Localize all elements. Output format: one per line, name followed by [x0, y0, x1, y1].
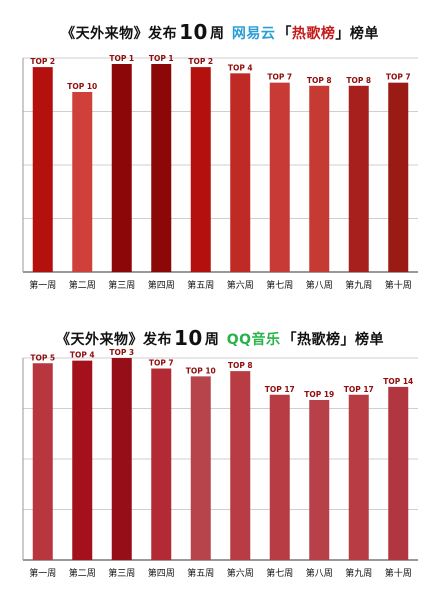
x-tick-label: 第六周	[227, 279, 254, 291]
bar	[190, 67, 211, 272]
title-platform: QQ音乐	[226, 332, 281, 348]
title-unit: 周	[204, 332, 220, 348]
title-number: 10	[179, 20, 208, 44]
bar	[32, 363, 53, 560]
x-tick-label: 第八周	[306, 567, 333, 579]
x-tick-label: 第三周	[108, 279, 135, 291]
title-unit: 周	[209, 26, 225, 42]
x-tick-label: 第五周	[187, 279, 214, 291]
bar	[111, 358, 132, 560]
title-platform: 网易云	[231, 26, 276, 42]
data-label: TOP 1	[109, 54, 134, 63]
x-tick-label: 第七周	[266, 279, 293, 291]
title-suffix: 」榜单	[340, 332, 385, 348]
bar	[151, 64, 172, 272]
bar	[388, 386, 409, 560]
bar	[151, 368, 172, 560]
title-chart-name: 热歌榜	[297, 332, 341, 348]
title-suffix: 」榜单	[335, 26, 379, 42]
x-tick-label: 第七周	[266, 567, 293, 579]
bar-chart-qq: TOP 5 第一周 TOP 4 第二周 TOP 3 第三周 TOP 7 第四周 TOP 10 第五…	[22, 348, 418, 579]
bar	[309, 400, 330, 560]
data-label: TOP 7	[149, 359, 174, 368]
bar	[32, 67, 53, 272]
x-tick-label: 第十周	[385, 567, 412, 579]
bar-chart-netease: TOP 2 第一周 TOP 10 第二周 TOP 1 第三周 TOP 1 第四周 TOP 2 第五…	[22, 54, 418, 291]
chart-panel-qq: 《天外来物》发布 10 周 QQ音乐 「热歌榜」榜单 TOP 5 第一周 TOP 4 第二周…	[0, 306, 440, 606]
data-label: TOP 7	[267, 73, 292, 82]
title-prefix: 《天外来物》发布	[61, 26, 178, 42]
chart-title: 《天外来物》发布 10 周 QQ音乐 「热歌榜」榜单	[0, 326, 440, 350]
x-tick-label: 第四周	[148, 567, 175, 579]
bar	[190, 376, 211, 560]
bar	[388, 82, 409, 273]
data-label: TOP 14	[383, 377, 413, 386]
x-tick-label: 第八周	[306, 279, 333, 291]
data-label: TOP 8	[228, 361, 253, 370]
data-label: TOP 2	[188, 57, 213, 66]
title-bracket-open: 「	[277, 26, 292, 42]
data-label: TOP 1	[149, 54, 174, 63]
x-tick-label: 第九周	[345, 567, 372, 579]
x-tick-label: 第三周	[108, 567, 135, 579]
x-tick-label: 第一周	[29, 279, 56, 291]
data-label: TOP 8	[307, 76, 332, 85]
data-label: TOP 7	[386, 73, 411, 82]
bar	[72, 360, 93, 560]
x-tick-label: 第二周	[69, 567, 96, 579]
x-tick-label: 第一周	[29, 567, 56, 579]
data-label: TOP 10	[67, 82, 97, 91]
bar	[269, 82, 290, 273]
title-chart-name: 热歌榜	[291, 26, 336, 42]
bar	[348, 85, 369, 273]
bar	[348, 394, 369, 560]
data-label: TOP 10	[186, 366, 216, 375]
bar	[111, 64, 132, 272]
bar	[230, 371, 251, 560]
x-tick-label: 第五周	[187, 567, 214, 579]
data-label: TOP 8	[346, 76, 371, 85]
chart-panel-netease: 《天外来物》发布 10 周 网易云 「热歌榜」榜单 TOP 2 第一周 TOP 10 第二周…	[0, 0, 440, 300]
data-label: TOP 5	[30, 353, 55, 362]
x-tick-label: 第二周	[69, 279, 96, 291]
data-label: TOP 3	[109, 348, 134, 357]
bar	[72, 92, 93, 272]
title-bracket-open: 「	[282, 332, 298, 348]
x-tick-label: 第六周	[227, 567, 254, 579]
title-number: 10	[173, 326, 203, 350]
x-tick-label: 第十周	[385, 279, 412, 291]
bar	[230, 73, 251, 272]
bar	[309, 85, 330, 273]
x-tick-label: 第四周	[148, 279, 175, 291]
data-label: TOP 4	[228, 63, 253, 72]
x-tick-label: 第九周	[345, 279, 372, 291]
data-label: TOP 2	[30, 57, 55, 66]
data-label: TOP 19	[304, 390, 334, 399]
bar	[269, 394, 290, 560]
data-label: TOP 4	[70, 351, 95, 360]
chart-title: 《天外来物》发布 10 周 网易云 「热歌榜」榜单	[0, 20, 440, 44]
data-label: TOP 17	[265, 385, 295, 394]
title-prefix: 《天外来物》发布	[55, 332, 172, 348]
data-label: TOP 17	[344, 385, 374, 394]
